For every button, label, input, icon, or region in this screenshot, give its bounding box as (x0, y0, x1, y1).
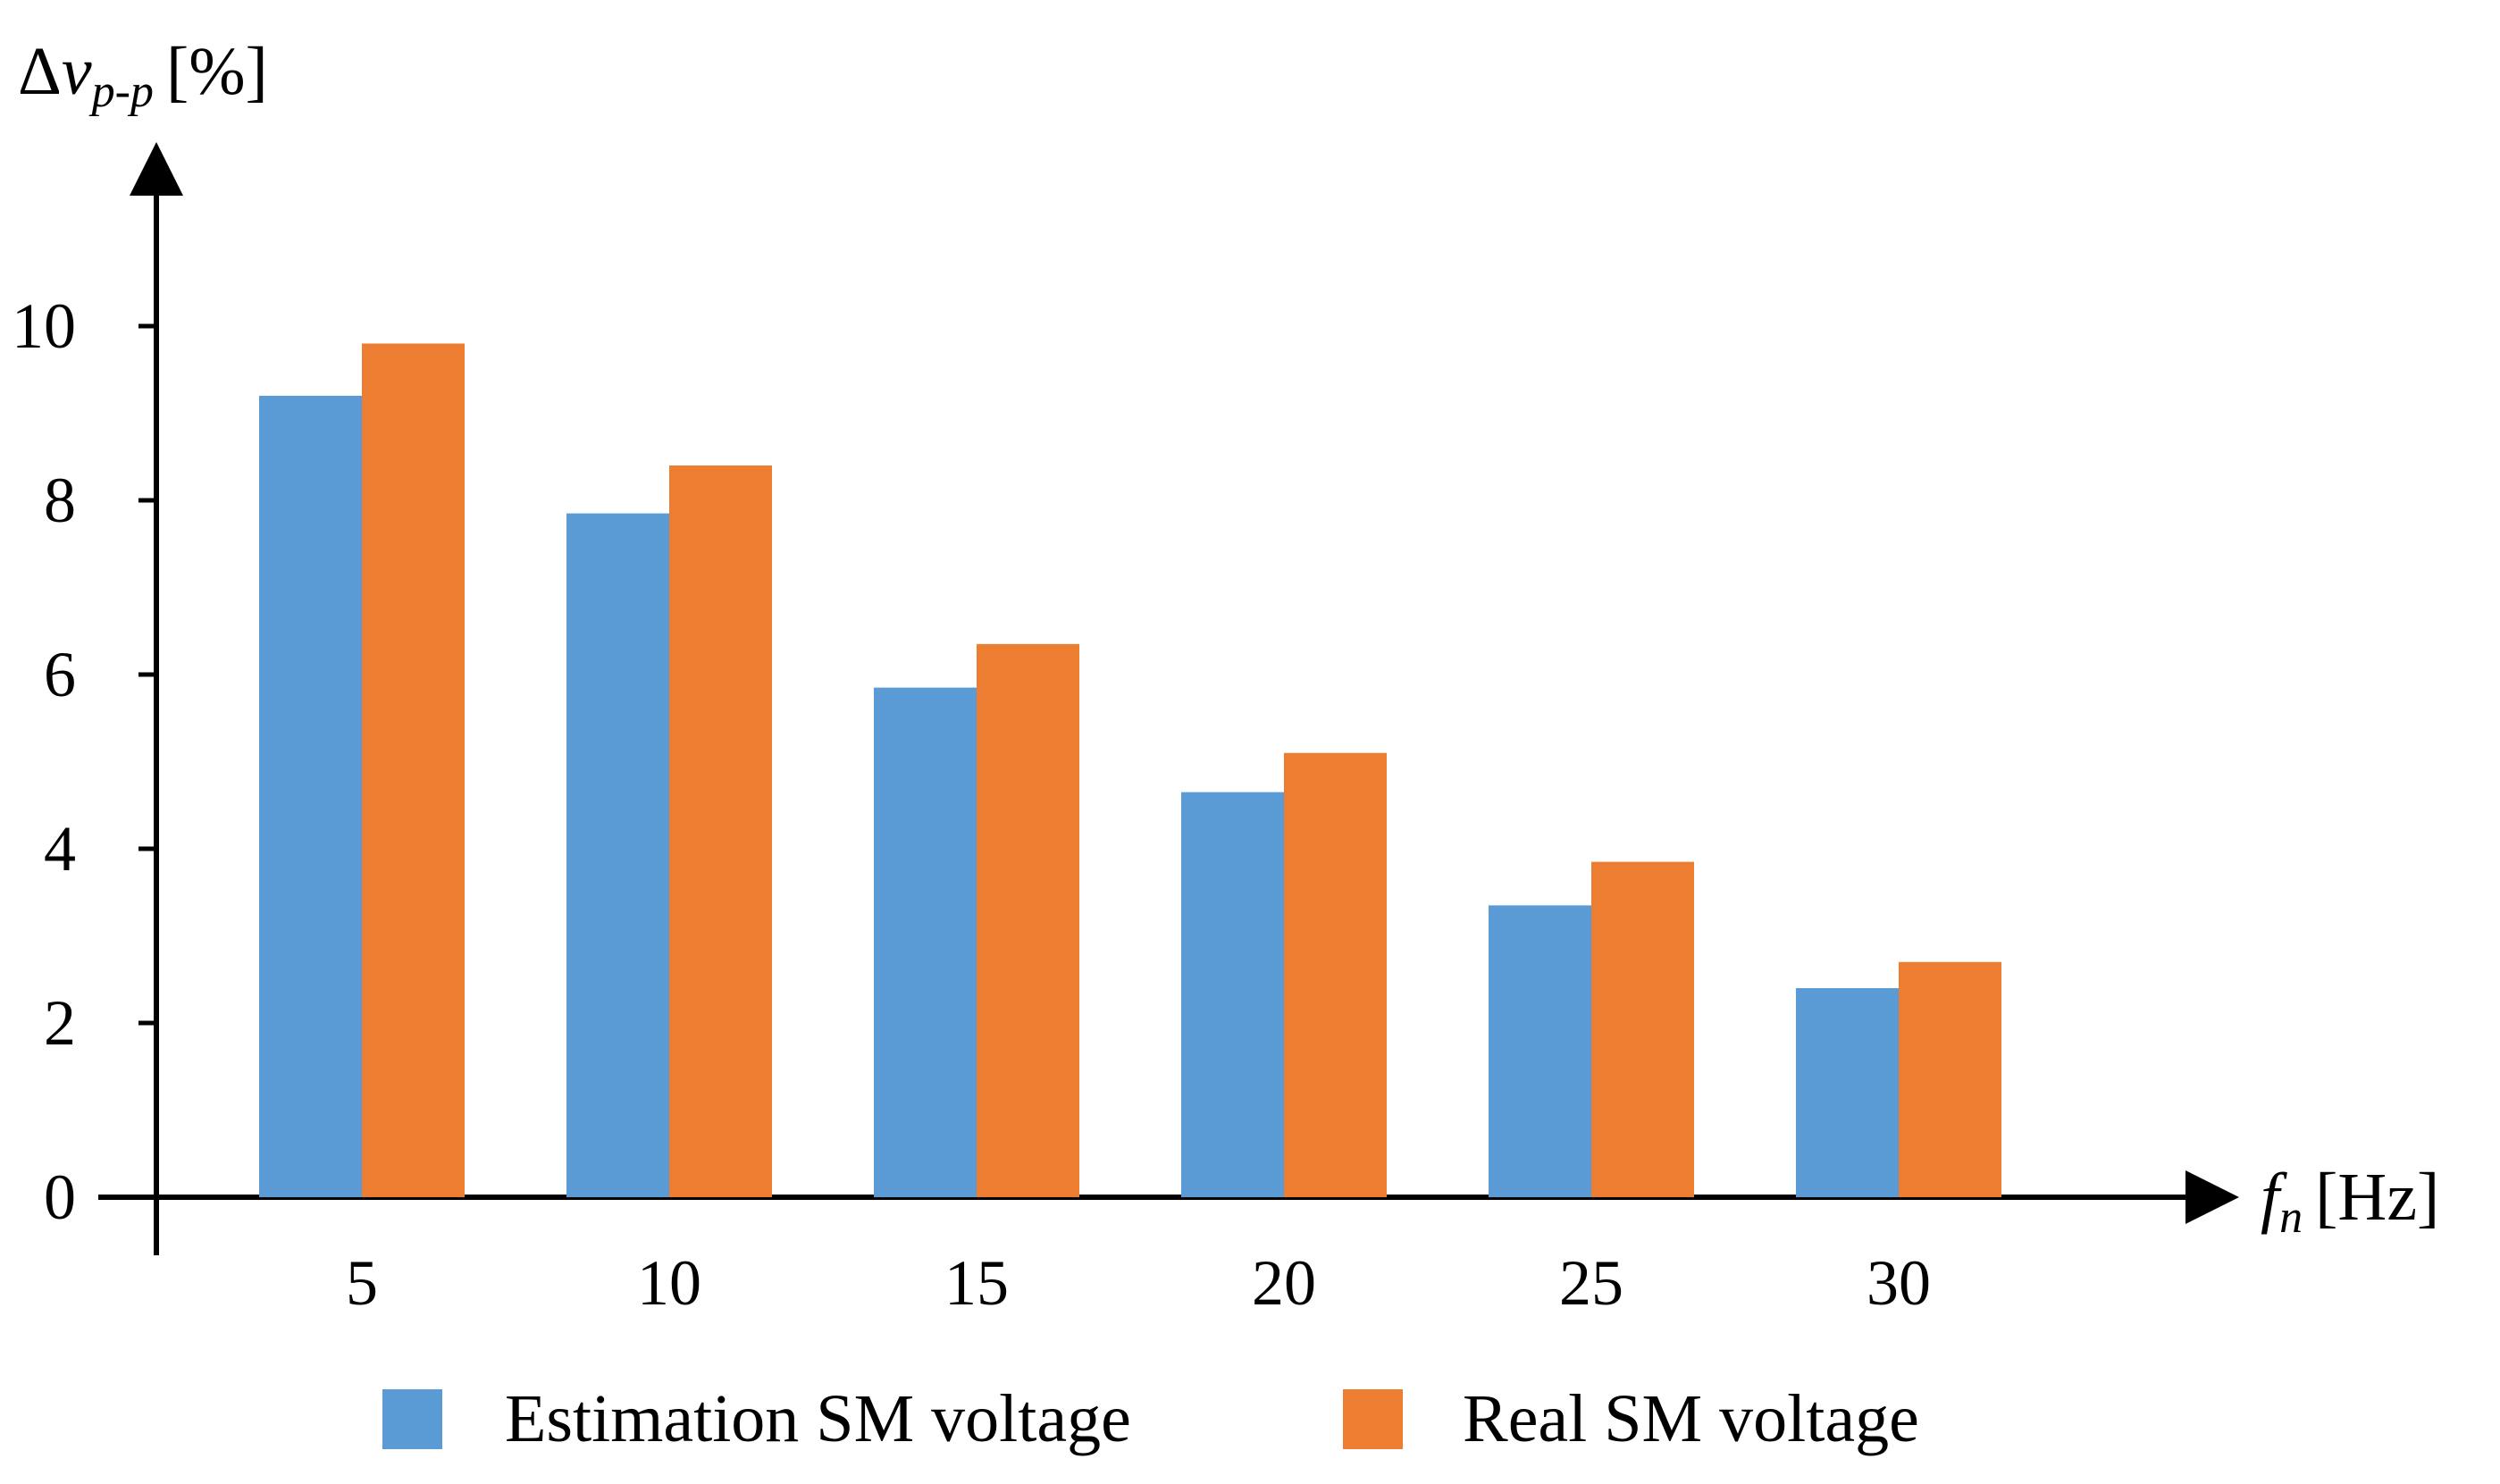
x-axis-title-sub: n (2279, 1192, 2303, 1243)
bar-real-25 (1591, 861, 1694, 1197)
y-tick-label: 8 (44, 465, 76, 536)
x-tick-labels: 5 10 15 20 25 30 (346, 1247, 1931, 1319)
x-tick-label: 10 (637, 1247, 701, 1319)
y-tick-label: 10 (12, 290, 76, 362)
legend-label-real: Real SM voltage (1463, 1381, 1919, 1456)
x-axis-title: fn [Hz] (2261, 1160, 2439, 1243)
y-axis-title-sub: p-p (88, 66, 154, 117)
x-tick-label: 5 (346, 1247, 378, 1319)
bar-real-5 (362, 343, 465, 1197)
bar-real-10 (669, 465, 772, 1197)
bar-estimation-15 (874, 687, 977, 1197)
y-axis-title-var: v (62, 34, 92, 109)
bar-estimation-10 (566, 513, 669, 1197)
x-tick-label: 15 (944, 1247, 1009, 1319)
bar-real-15 (977, 643, 1079, 1197)
y-axis-title-delta: Δ (18, 34, 62, 109)
y-axis-title-unit: [%] (166, 34, 268, 109)
legend-label-estimation: Estimation SM voltage (505, 1381, 1131, 1456)
legend: Estimation SM voltage Real SM voltage (382, 1381, 1919, 1456)
x-tick-label: 20 (1252, 1247, 1316, 1319)
bar-estimation-25 (1489, 905, 1591, 1197)
bar-estimation-20 (1181, 792, 1284, 1197)
y-tick-label: 6 (44, 639, 76, 710)
bars (259, 343, 2001, 1197)
legend-swatch-real (1343, 1389, 1403, 1449)
y-tick-label: 4 (44, 813, 76, 885)
bar-estimation-30 (1796, 988, 1899, 1197)
legend-swatch-estimation (382, 1389, 442, 1449)
bar-estimation-5 (259, 396, 362, 1197)
bar-real-20 (1284, 752, 1387, 1197)
x-axis-title-unit: [Hz] (2315, 1160, 2439, 1235)
y-tick-label: 2 (44, 987, 76, 1059)
x-tick-label: 30 (1867, 1247, 1931, 1319)
y-tick-label: 0 (44, 1161, 76, 1233)
y-axis-title: Δvp-p [%] (18, 34, 268, 117)
x-tick-label: 25 (1559, 1247, 1623, 1319)
bar-real-30 (1899, 961, 2001, 1197)
y-ticks: 0 2 4 6 8 10 (12, 290, 156, 1233)
